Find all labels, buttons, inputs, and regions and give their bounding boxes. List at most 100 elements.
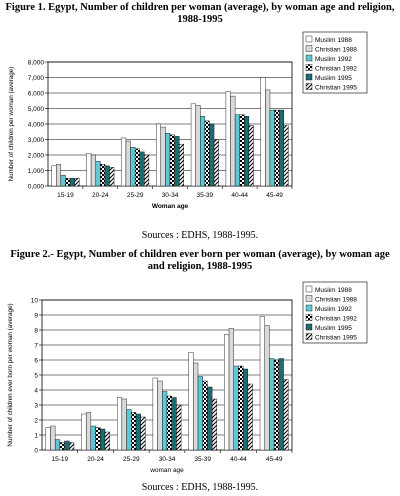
fig2-x-tick-label: 45-49	[266, 456, 283, 463]
fig1-y-tick-label: 3,000	[28, 137, 45, 144]
fig2-bar	[135, 413, 141, 451]
fig1-bar	[239, 114, 245, 187]
fig2-bar	[228, 328, 234, 451]
fig1-bar	[56, 164, 62, 187]
fig2-bar	[140, 416, 146, 451]
fig2-y-tick-label: 5	[34, 373, 38, 380]
fig1-x-tick-label: 40-44	[231, 192, 248, 199]
fig1-bar	[248, 125, 254, 187]
fig1-bar	[139, 151, 145, 187]
fig1-bar	[244, 116, 250, 187]
fig2-bar	[247, 383, 253, 451]
fig1-bar	[109, 167, 115, 187]
fig2-bar	[121, 398, 127, 451]
fig2-x-tick-label: 25-29	[123, 456, 140, 463]
fig1-bar	[190, 103, 196, 187]
fig1-bar	[134, 148, 140, 187]
fig2-bar	[278, 358, 284, 451]
fig2-y-tick-label: 4	[34, 388, 38, 395]
fig2-y-axis-label: Number of children ever born per woman (…	[7, 303, 14, 446]
fig1-bar	[204, 120, 210, 187]
fig1-y-tick-label: 8,000	[28, 60, 45, 67]
fig1-legend-swatch	[305, 35, 313, 43]
fig2-x-tick-label: 30-34	[159, 456, 176, 463]
fig2-y-tick-label: 1	[34, 433, 38, 440]
fig2-y-tick-label: 9	[34, 313, 38, 320]
fig2-bar	[166, 395, 172, 451]
fig2-legend-entry: Muslim 1992	[315, 306, 352, 313]
fig1-bar	[144, 154, 150, 187]
fig2-legend-swatch	[305, 295, 313, 302]
fig1-legend-swatch	[305, 64, 313, 71]
figure-2-title: Figure 2.- Egypt, Number of children eve…	[10, 249, 390, 272]
fig1-y-tick-label: 6,000	[28, 91, 45, 98]
fig2-bar	[81, 413, 87, 451]
fig2-bar	[90, 425, 96, 451]
fig2-bar	[100, 428, 106, 451]
fig1-bar	[260, 77, 266, 187]
fig2-legend-swatch	[305, 304, 313, 312]
fig1-bar	[213, 139, 219, 187]
fig2-y-tick-label: 0	[34, 448, 38, 455]
fig2-bar	[50, 425, 56, 451]
fig1-bar	[225, 91, 231, 187]
fig2-legend-swatch	[305, 285, 313, 293]
fig1-bar	[74, 178, 80, 187]
fig1-legend-entry: Christian 1992	[315, 65, 357, 72]
fig1-legend-entry: Muslim 1992	[315, 56, 352, 63]
fig2-bar	[211, 398, 218, 451]
fig2-bar	[126, 409, 132, 451]
fig1-bar	[230, 95, 236, 187]
fig2-legend-entry: Christian 1995	[315, 334, 357, 341]
fig2-bar	[59, 442, 65, 451]
fig2-legend-swatch	[305, 323, 313, 331]
fig2-bar	[238, 365, 244, 451]
fig1-bar	[121, 137, 127, 187]
fig2-bar	[197, 376, 203, 451]
fig2-bar	[64, 440, 70, 451]
fig1-bar	[278, 109, 284, 187]
fig1-bar	[69, 178, 75, 187]
fig2-bar	[259, 316, 265, 451]
fig2-bar	[45, 427, 51, 451]
fig1-bar	[60, 174, 66, 187]
fig1-bar	[104, 165, 110, 187]
fig2-bar	[54, 439, 61, 451]
fig1-legend-swatch	[305, 73, 313, 81]
fig2-bar	[273, 359, 280, 451]
fig1-bar	[265, 89, 271, 187]
fig2-y-tick-label: 8	[34, 328, 38, 335]
fig1-legend-entry: Muslim 1988	[315, 37, 352, 44]
fig2-x-tick-label: 35-39	[194, 456, 211, 463]
fig2-y-tick-label: 3	[34, 403, 38, 410]
fig2-bar	[95, 427, 101, 451]
fig1-bar	[155, 123, 161, 187]
fig1-legend-entry: Christian 1988	[315, 46, 357, 53]
fig1-legend	[302, 31, 368, 94]
fig1-x-tick-label: 20-24	[92, 192, 109, 199]
fig1-y-tick-label: 0,000	[28, 184, 45, 191]
fig2-bar	[152, 377, 158, 451]
fig1-legend-entry: Muslim 1995	[315, 75, 352, 82]
fig2-bar	[104, 431, 110, 451]
fig2-bar	[224, 334, 230, 451]
fig2-legend-swatch	[305, 314, 313, 321]
fig1-legend-entry: Christian 1995	[315, 84, 357, 91]
fig2-bar	[242, 368, 249, 451]
fig1-bar	[65, 178, 71, 187]
fig2-y-tick-label: 6	[34, 358, 38, 365]
fig2-bar	[202, 380, 208, 451]
fig2-bar	[157, 380, 163, 451]
fig1-bar	[86, 153, 92, 187]
fig1-x-tick-label: 30-34	[162, 192, 179, 199]
figure-1-sources: Sources : EDHS, 1988-1995.	[141, 230, 259, 241]
fig2-legend-entry: Muslim 1988	[315, 287, 352, 294]
fig1-bar	[51, 165, 57, 187]
figure-1-chart: 0,000 1,000 2,000 3,000 4,000 5,000 6,000 7,000…	[8, 31, 368, 210]
fig1-bar	[160, 126, 166, 187]
fig2-legend-swatch	[305, 333, 313, 340]
fig2-legend	[302, 281, 368, 344]
fig1-legend-swatch	[305, 45, 313, 52]
fig2-legend-entry: Christian 1988	[315, 296, 357, 303]
fig1-bar	[165, 133, 171, 187]
